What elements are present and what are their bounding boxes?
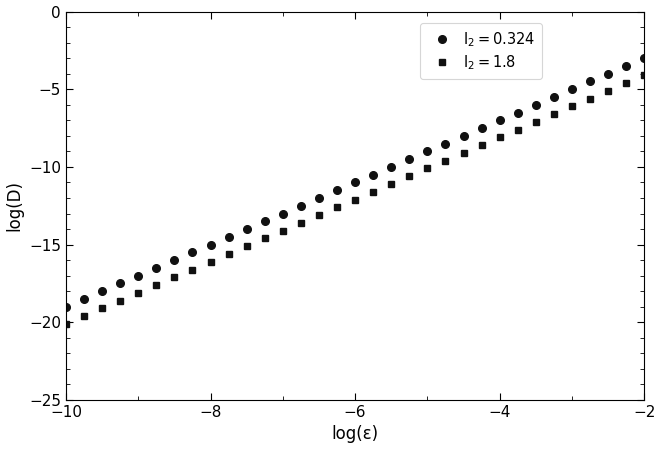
I_2 = 1.8: [116, 298, 124, 303]
Line: I_2 = 0.324: I_2 = 0.324: [62, 54, 648, 311]
I_2 = 1.8: [207, 259, 215, 264]
I_2 = 1.8: [478, 142, 486, 148]
I_2 = 0.324: [550, 94, 558, 100]
I_2 = 0.324: [80, 296, 88, 302]
I_2 = 0.324: [424, 149, 432, 154]
I_2 = 1.8: [442, 158, 449, 163]
I_2 = 1.8: [622, 80, 630, 86]
Legend: $\mathrm{I}_2 = 0.324$, $\mathrm{I}_2 = 1.8$: $\mathrm{I}_2 = 0.324$, $\mathrm{I}_2 = …: [420, 23, 542, 79]
I_2 = 0.324: [622, 63, 630, 69]
X-axis label: log(ε): log(ε): [332, 426, 379, 444]
I_2 = 0.324: [387, 164, 395, 170]
I_2 = 0.324: [188, 250, 196, 255]
I_2 = 0.324: [171, 257, 178, 263]
I_2 = 0.324: [116, 281, 124, 286]
I_2 = 0.324: [568, 87, 576, 92]
I_2 = 0.324: [153, 265, 161, 271]
I_2 = 1.8: [568, 104, 576, 109]
I_2 = 0.324: [62, 304, 70, 309]
Line: I_2 = 1.8: I_2 = 1.8: [63, 72, 647, 327]
I_2 = 0.324: [369, 172, 377, 177]
I_2 = 1.8: [351, 197, 359, 202]
I_2 = 0.324: [459, 133, 467, 139]
I_2 = 1.8: [496, 135, 504, 140]
I_2 = 1.8: [459, 150, 467, 156]
I_2 = 0.324: [405, 157, 413, 162]
I_2 = 0.324: [207, 242, 215, 247]
I_2 = 0.324: [641, 56, 648, 61]
I_2 = 0.324: [351, 180, 359, 185]
I_2 = 0.324: [225, 234, 233, 240]
I_2 = 1.8: [80, 313, 88, 319]
I_2 = 1.8: [641, 73, 648, 78]
I_2 = 1.8: [586, 96, 594, 101]
I_2 = 1.8: [153, 282, 161, 288]
I_2 = 0.324: [279, 211, 287, 216]
I_2 = 1.8: [98, 306, 106, 311]
I_2 = 1.8: [62, 321, 70, 326]
I_2 = 0.324: [333, 188, 341, 193]
I_2 = 0.324: [478, 125, 486, 131]
I_2 = 0.324: [243, 226, 251, 232]
I_2 = 1.8: [171, 275, 178, 280]
I_2 = 0.324: [134, 273, 142, 278]
I_2 = 0.324: [604, 71, 612, 76]
I_2 = 1.8: [134, 290, 142, 295]
I_2 = 0.324: [98, 289, 106, 294]
I_2 = 1.8: [315, 212, 323, 218]
I_2 = 0.324: [496, 118, 504, 123]
I_2 = 0.324: [514, 110, 522, 115]
I_2 = 1.8: [297, 220, 305, 225]
I_2 = 1.8: [514, 127, 522, 132]
I_2 = 1.8: [369, 189, 377, 194]
I_2 = 1.8: [261, 236, 269, 241]
I_2 = 1.8: [405, 174, 413, 179]
I_2 = 0.324: [586, 79, 594, 84]
I_2 = 0.324: [532, 102, 540, 107]
I_2 = 1.8: [604, 88, 612, 93]
I_2 = 0.324: [315, 195, 323, 201]
I_2 = 1.8: [333, 205, 341, 210]
I_2 = 1.8: [424, 166, 432, 171]
I_2 = 1.8: [550, 111, 558, 117]
I_2 = 0.324: [442, 141, 449, 146]
I_2 = 0.324: [297, 203, 305, 208]
I_2 = 1.8: [279, 228, 287, 233]
I_2 = 1.8: [225, 251, 233, 257]
I_2 = 1.8: [243, 243, 251, 249]
I_2 = 1.8: [387, 181, 395, 187]
Y-axis label: log(D): log(D): [5, 180, 24, 231]
I_2 = 0.324: [261, 219, 269, 224]
I_2 = 1.8: [532, 119, 540, 124]
I_2 = 1.8: [188, 267, 196, 272]
